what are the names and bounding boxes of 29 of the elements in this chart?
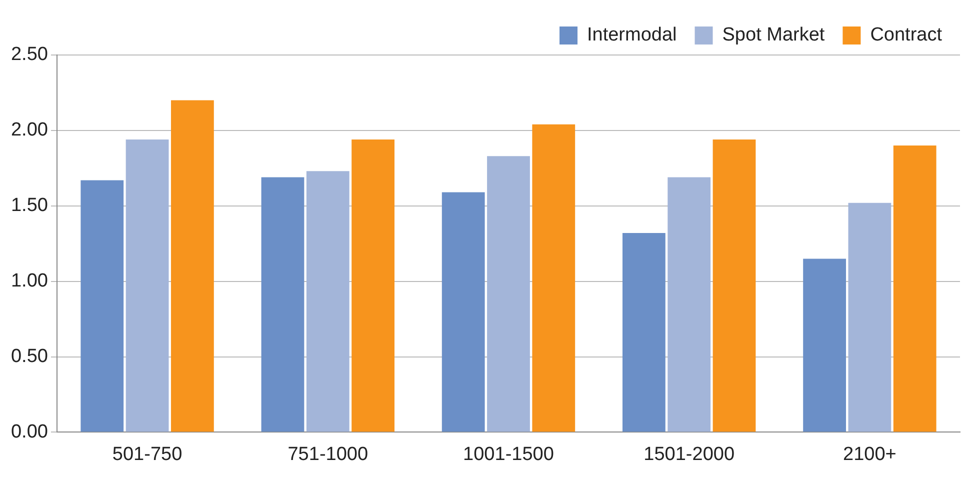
bar	[261, 177, 304, 432]
bar	[306, 171, 350, 432]
x-tick-label: 751-1000	[288, 444, 368, 465]
y-tick-label: 1.00	[10, 270, 48, 292]
legend-label: Spot Market	[722, 24, 826, 46]
y-tick-label: 0.00	[10, 421, 48, 442]
legend-label: Intermodal	[586, 24, 677, 46]
x-tick-label: 2100+	[843, 444, 896, 465]
x-tick-label: 1501-2000	[644, 444, 735, 465]
y-tick-label: 0.50	[10, 346, 48, 367]
bar	[126, 139, 169, 432]
bar	[442, 192, 485, 432]
bar	[668, 177, 711, 432]
x-tick-label: 1001-1500	[463, 444, 554, 465]
y-tick-label: 2.00	[10, 120, 48, 141]
bar	[170, 100, 214, 432]
bar	[803, 258, 846, 432]
bar	[80, 180, 124, 432]
bar	[487, 156, 530, 432]
bar	[712, 139, 756, 432]
x-tick-label: 501-750	[112, 444, 182, 465]
bar	[893, 146, 936, 432]
y-tick-label: 2.50	[10, 44, 48, 66]
bar	[532, 124, 576, 432]
y-tick-label: 1.50	[10, 195, 48, 216]
bar	[848, 202, 892, 432]
legend-label: Contract	[870, 24, 943, 46]
bar	[622, 233, 666, 432]
bar	[352, 139, 394, 432]
